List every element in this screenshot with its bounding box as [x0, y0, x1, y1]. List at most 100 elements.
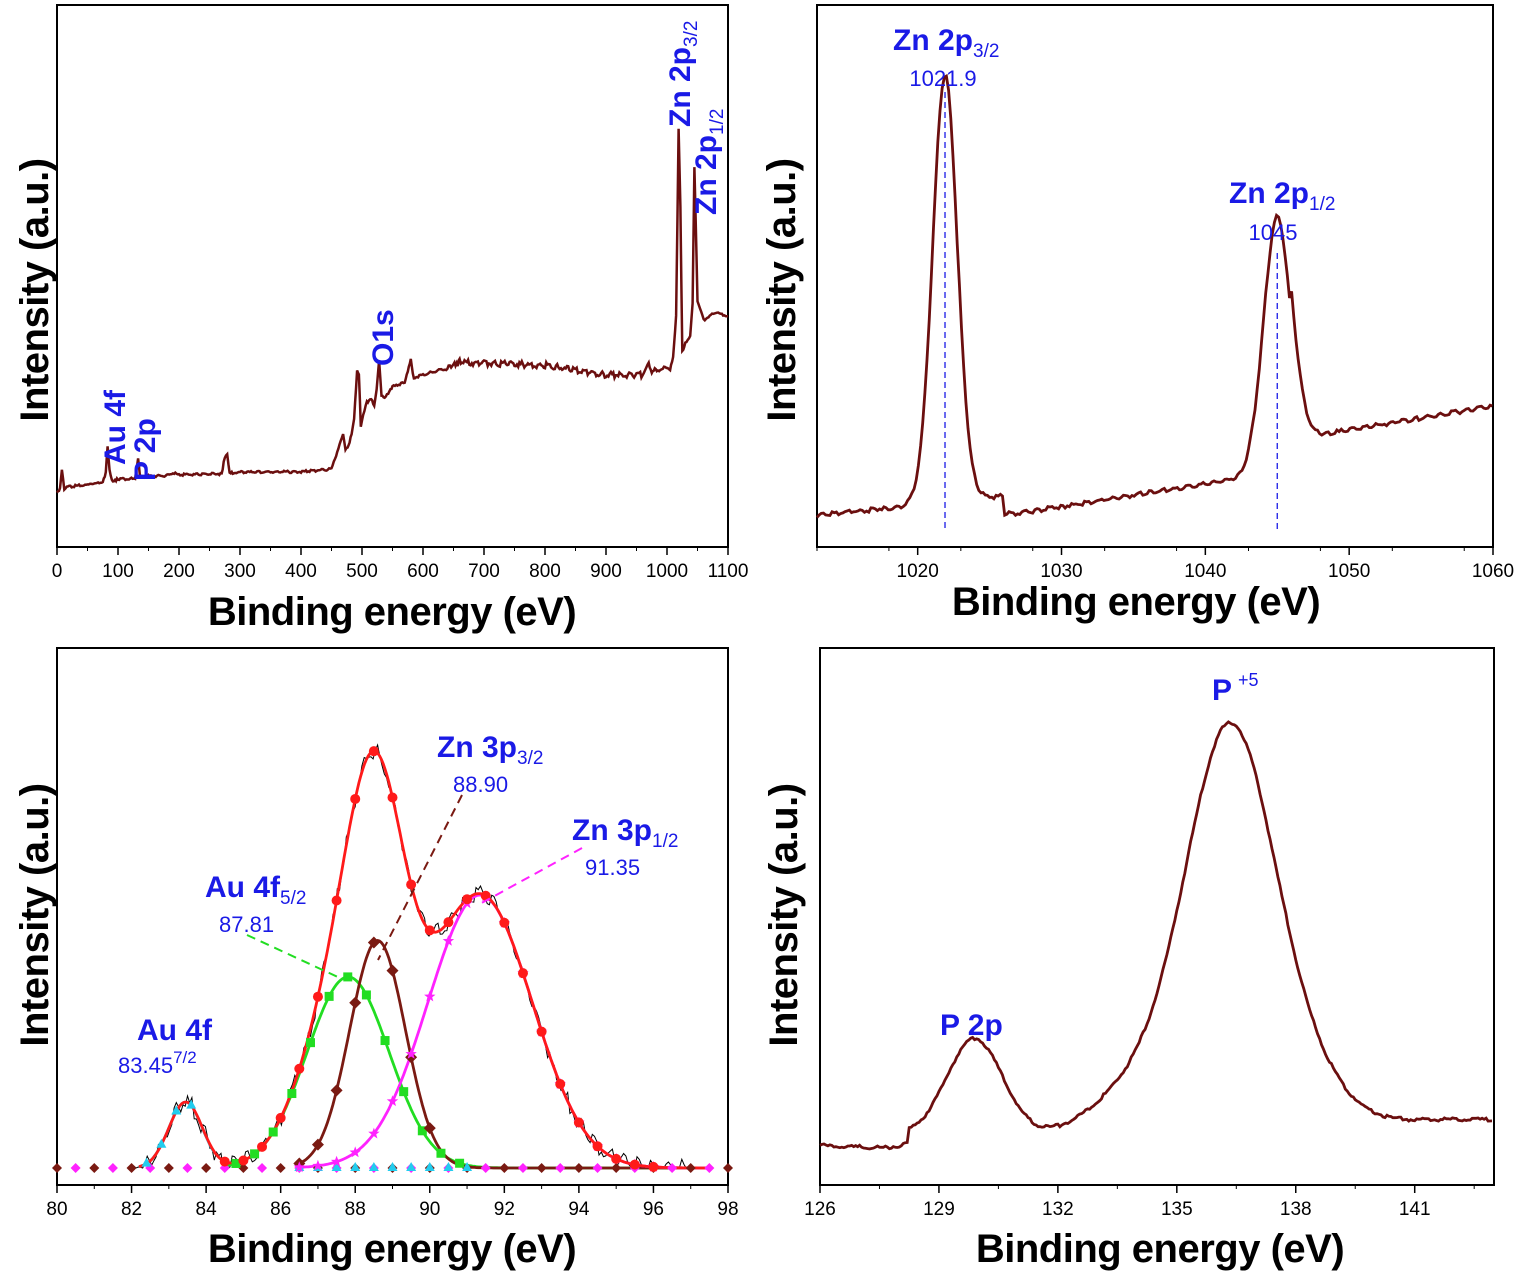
leader-line: [377, 794, 463, 961]
x-tick-label: 1100: [708, 561, 749, 582]
x-tick-label: 1060: [1472, 561, 1514, 582]
x-tick-label: 1050: [1328, 561, 1370, 582]
total-fit-marker: [387, 792, 398, 803]
baseline-marker: [126, 1163, 137, 1173]
fit-marker: [424, 990, 436, 1002]
baseline-triangle: [350, 1162, 361, 1171]
fit-marker: [386, 964, 399, 977]
zn2p-spectrum-line: [815, 73, 1493, 519]
total-fit-marker: [219, 1156, 230, 1167]
total-fit-marker: [294, 1063, 305, 1074]
baseline-marker: [704, 1163, 715, 1173]
fit-marker: [171, 1105, 182, 1115]
au4f72-label: Au 4f: [137, 1014, 213, 1047]
total-fit-marker: [443, 917, 454, 928]
baseline-triangle: [462, 1162, 473, 1171]
zn2p12-label: Zn 2p1/2: [1229, 177, 1335, 215]
y-axis-title: Intensity (a.u.): [760, 158, 804, 421]
subscript: 3/2: [681, 21, 702, 47]
p5-label: P +5: [1212, 670, 1259, 707]
x-tick-label: 129: [923, 1199, 955, 1220]
fit-marker: [442, 935, 455, 946]
total-fit-marker: [480, 890, 491, 901]
x-tick-label: 1040: [1184, 561, 1226, 582]
spectrum-curves: [52, 743, 733, 1173]
spectrum-curves: [55, 128, 728, 494]
fit-marker: [330, 1155, 343, 1167]
plot-frame: [816, 4, 1494, 548]
survey-spectrum-line: [55, 128, 728, 494]
x-tick-label: 98: [717, 1199, 738, 1220]
zn2p32-label: Zn 2p3/2: [664, 21, 702, 127]
x-tick-label: 0: [52, 561, 63, 582]
x-tick-label: 800: [529, 561, 561, 582]
total-fit-marker: [629, 1159, 640, 1170]
baseline-marker: [257, 1163, 268, 1173]
au4f-label: Au 4f: [99, 389, 132, 465]
x-tick-label: 132: [1042, 1199, 1074, 1220]
total-fit-marker: [275, 1112, 286, 1123]
x-tick-label: 80: [46, 1199, 67, 1220]
fit-marker: [417, 1126, 427, 1136]
fit-marker: [399, 1087, 409, 1097]
y-axis-title: Intensity (a.u.): [13, 158, 57, 421]
baseline-marker: [70, 1163, 81, 1173]
baseline-marker: [517, 1163, 528, 1173]
x-tick-label: 82: [121, 1199, 142, 1220]
x-tick-label: 138: [1280, 1199, 1312, 1220]
baseline-marker: [52, 1163, 62, 1173]
baseline-triangle: [368, 1162, 379, 1171]
fit-marker: [361, 990, 371, 1000]
baseline-marker: [480, 1163, 491, 1173]
peak-annotations: P 2p P +5: [940, 670, 1259, 1042]
x-tick-label: 500: [346, 561, 378, 582]
total-fit-marker: [592, 1141, 603, 1152]
zn3p12-label: Zn 3p1/2: [572, 814, 678, 852]
p2p-label: P 2p: [940, 1009, 1003, 1042]
fit-marker: [343, 972, 353, 982]
peak-annotations: Zn 2p3/2 1021.9 Zn 2p1/2 1045: [893, 24, 1335, 530]
total-fit-marker: [517, 968, 528, 979]
x-tick-label: 1000: [646, 561, 688, 582]
baseline-triangle: [331, 1162, 342, 1171]
zn3p32-value: 88.90: [453, 772, 508, 797]
zn2p32-label: Zn 2p3/2: [893, 24, 999, 62]
baseline-triangle: [387, 1162, 398, 1171]
zn3p32-label: Zn 3p3/2: [437, 731, 543, 769]
fit-marker: [141, 1157, 152, 1167]
baseline-marker: [238, 1163, 249, 1173]
fit-marker: [156, 1138, 167, 1148]
subscript: 3/2: [973, 41, 999, 62]
x-ticks: 126 129 132 135 138 141: [804, 1185, 1475, 1220]
total-fit-marker: [368, 746, 379, 757]
zn3p12-fit-curve: [299, 893, 710, 1170]
x-ticks: 80 82 84 86 88 90 92 94 96 98: [46, 1185, 739, 1220]
x-tick-label: 300: [224, 561, 256, 582]
fit-marker: [405, 1048, 417, 1059]
fit-marker: [423, 1122, 436, 1135]
x-tick-label: 92: [494, 1199, 515, 1220]
subscript: 3/2: [517, 748, 543, 769]
total-fit-marker: [462, 894, 473, 905]
superscript: +5: [1238, 670, 1259, 690]
o1s-label: O1s: [367, 309, 400, 366]
plot-frame: [819, 647, 1495, 1186]
x-ticks: 1020 1030 1040 1050 1060: [816, 547, 1514, 582]
zn3p32-fit-curve: [298, 939, 710, 1170]
baseline-marker: [107, 1163, 118, 1173]
x-tick-label: 600: [407, 561, 439, 582]
total-fit-marker: [499, 917, 510, 928]
spectrum-curves: [815, 73, 1493, 519]
total-fit-marker: [573, 1117, 584, 1128]
subscript: 1/2: [652, 831, 678, 852]
baseline-marker: [592, 1163, 603, 1173]
leader-line: [477, 847, 583, 906]
x-tick-label: 84: [196, 1199, 218, 1220]
fit-marker: [386, 1095, 399, 1107]
fit-marker: [324, 991, 334, 1001]
subscript: 1/2: [707, 109, 728, 135]
